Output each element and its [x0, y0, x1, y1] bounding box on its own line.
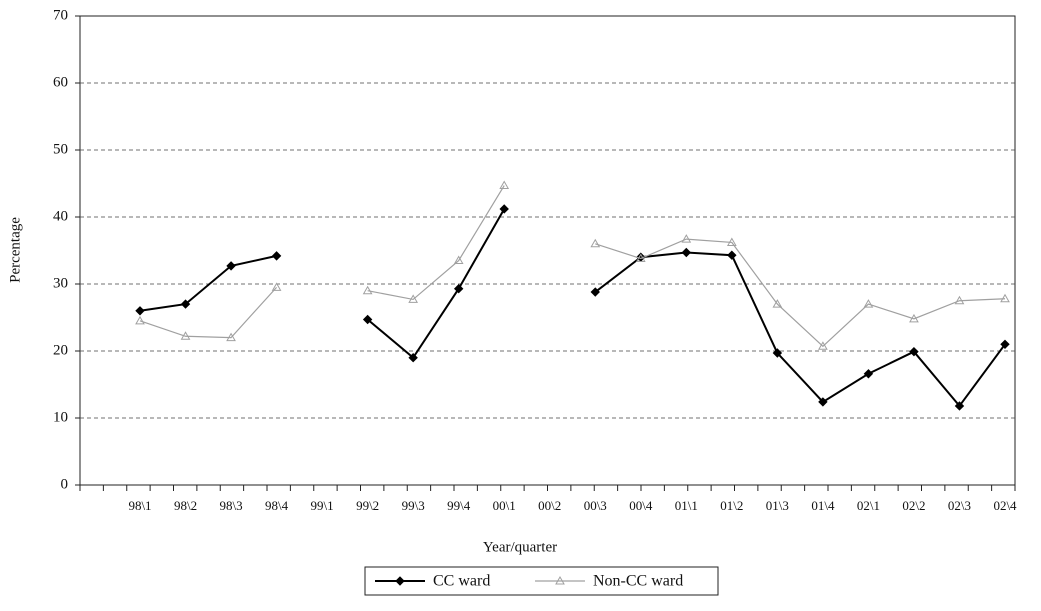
point [818, 397, 828, 407]
y-tick-label: 20 [53, 342, 68, 358]
x-tick-label: 01\3 [766, 498, 789, 513]
x-tick-label: 98\1 [128, 498, 151, 513]
point [590, 238, 601, 248]
x-tick-label: 00\4 [629, 498, 653, 513]
y-tick-label: 60 [53, 74, 68, 90]
point [408, 352, 418, 363]
point [590, 287, 600, 297]
x-tick-label: 02\3 [948, 498, 971, 513]
point [954, 295, 965, 305]
point [772, 299, 783, 308]
x-tick-label: 01\4 [811, 498, 835, 513]
x-tick-label: 99\2 [356, 498, 379, 513]
point [271, 251, 282, 261]
legend-label: Non-CC ward [593, 573, 683, 590]
x-tick-label: 00\1 [493, 498, 516, 513]
legend-label: CC ward [433, 573, 490, 590]
x-tick-label: 99\4 [447, 498, 471, 513]
y-tick-label: 10 [53, 409, 68, 425]
plot-frame [79, 15, 1016, 486]
y-tick-label: 50 [53, 141, 68, 157]
x-tick-label: 98\3 [219, 498, 242, 513]
x-tick-label: 00\2 [538, 498, 561, 513]
point [954, 401, 965, 411]
point [863, 369, 874, 379]
point [726, 237, 737, 246]
y-tick-label: 70 [53, 7, 68, 23]
point [818, 341, 828, 350]
x-tick-label: 00\3 [584, 498, 607, 513]
legend-marker [395, 576, 405, 586]
x-tick-label: 02\2 [902, 498, 925, 513]
x-tick-label: 99\3 [402, 498, 425, 513]
point [681, 247, 692, 258]
point [135, 306, 145, 316]
point [408, 294, 419, 303]
point [271, 282, 282, 291]
x-tick-label: 02\1 [857, 498, 880, 513]
x-tick-label: 01\1 [675, 498, 698, 513]
point [135, 315, 145, 325]
x-axis-label: Year/quarter [483, 539, 557, 555]
point [727, 250, 737, 260]
series-line [139, 208, 1006, 408]
point [635, 253, 646, 263]
point [909, 346, 919, 357]
y-tick-label: 40 [53, 208, 68, 224]
y-tick-label: 0 [61, 476, 69, 492]
point [772, 348, 783, 358]
x-tick-label: 98\4 [265, 498, 289, 513]
point [362, 314, 373, 325]
legend-marker [555, 575, 565, 585]
y-tick-label: 30 [53, 275, 68, 291]
point [453, 283, 464, 294]
x-tick-label: 01\2 [720, 498, 743, 513]
point [362, 285, 373, 295]
point [180, 299, 191, 309]
point [863, 299, 874, 308]
point [226, 261, 236, 271]
point [681, 234, 692, 243]
y-axis-label: Percentage [7, 217, 23, 283]
point [226, 332, 236, 342]
point [180, 331, 191, 340]
point [499, 180, 510, 190]
point [453, 255, 464, 265]
x-tick-label: 02\4 [993, 498, 1017, 513]
point [909, 313, 919, 323]
x-tick-label: 99\1 [311, 498, 334, 513]
point [1000, 339, 1010, 350]
point [1000, 293, 1010, 303]
x-tick-label: 98\2 [174, 498, 197, 513]
series-line [139, 185, 1006, 348]
point [499, 204, 509, 214]
